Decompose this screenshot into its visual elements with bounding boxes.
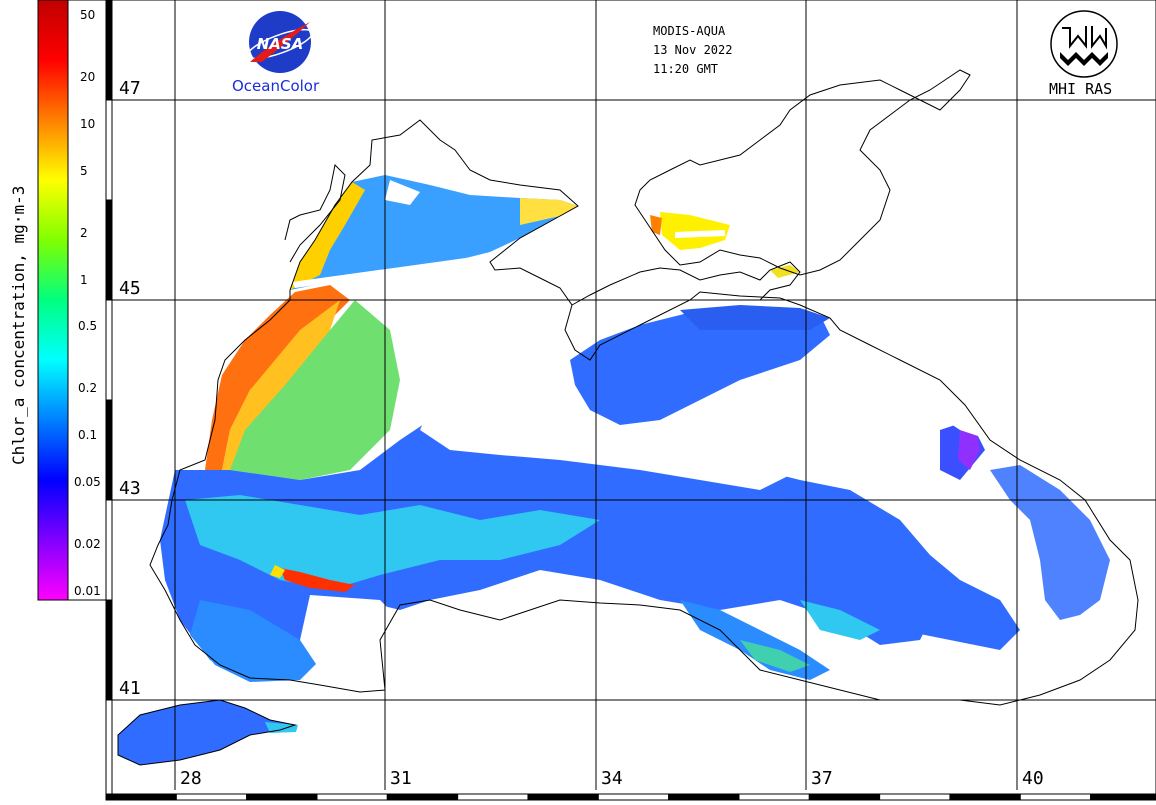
lat-label-43: 43 — [117, 478, 143, 499]
time-label: 11:20 GMT — [653, 62, 719, 76]
colorbar-tick-label: 0.5 — [78, 319, 98, 334]
bosporus-red-patch — [280, 568, 355, 592]
left-scale-segment — [105, 499, 113, 601]
left-scale-segment — [105, 399, 113, 501]
azov-coast-strip — [650, 215, 662, 235]
colorbar-tick-label: 50 — [80, 8, 96, 22]
colorbar-label-panel — [67, 0, 107, 601]
bottom-scale-segment — [1090, 793, 1156, 801]
nasa-logo-orbit — [247, 28, 313, 60]
bottom-scale-segment — [1019, 793, 1092, 801]
bottom-scale-segment — [879, 793, 951, 801]
western-basin-cyan — [185, 495, 600, 590]
left-scale-segment — [105, 99, 113, 201]
bottom-scale-segment — [527, 793, 599, 801]
colorbar-tick-label: 0.02 — [74, 537, 101, 552]
coastline-marmara — [117, 699, 297, 766]
south-coast-cyan — [740, 640, 810, 672]
bottom-scale-segment — [246, 793, 318, 801]
coastline-azov — [634, 69, 971, 276]
azov-east-strip — [770, 265, 800, 278]
cloud-south — [300, 595, 420, 690]
colorbar-title: Chlor_a concentration, mg·m-3 — [9, 185, 28, 465]
nw-coastal-band-2 — [520, 198, 578, 225]
colorbar-tick-label: 5 — [80, 163, 88, 178]
lon-label-31: 31 — [390, 768, 412, 789]
nw-shelf-field — [290, 175, 578, 290]
marmara-field — [118, 700, 295, 765]
coastline-main — [149, 119, 1139, 706]
date-label: 13 Nov 2022 — [653, 43, 733, 57]
lat-label-41: 41 — [117, 678, 143, 699]
east-dotted-field — [990, 465, 1110, 620]
left-scale-bar — [105, 0, 113, 801]
graticule — [106, 0, 1156, 790]
bottom-scale-segment — [808, 793, 881, 801]
cloud-south-2 — [470, 600, 670, 690]
bottom-scale-segment — [597, 793, 670, 801]
colorbar-tick-label: 0.2 — [78, 381, 98, 396]
azov-field — [660, 212, 730, 250]
colorbar-rect — [37, 0, 69, 601]
left-scale-segment — [105, 699, 113, 801]
crimea-south-field — [570, 310, 830, 425]
lon-label-40: 40 — [1022, 768, 1044, 789]
mhi-logo-waves — [1060, 52, 1108, 66]
colorbar-tick-label: 10 — [80, 116, 96, 131]
cloud-center — [420, 385, 800, 490]
bottom-scale-segment — [175, 793, 248, 801]
bottom-scale-segment — [949, 793, 1021, 801]
western-shelf-field — [230, 300, 400, 480]
colorbar-tick-label: 1 — [80, 272, 88, 287]
bottom-scale-bar — [105, 793, 1156, 801]
cloud-north-center — [440, 270, 570, 350]
colorbar-tick-label: 0.1 — [78, 428, 98, 443]
lon-label-37: 37 — [811, 768, 833, 789]
bottom-scale-segment — [738, 793, 810, 801]
sensor-label: MODIS-AQUA — [653, 24, 726, 38]
cloud-east — [830, 340, 990, 440]
bottom-scale-segment — [105, 793, 177, 801]
cloud-masks — [292, 180, 990, 690]
east-basin-field — [770, 490, 1020, 650]
coastline — [117, 69, 1139, 766]
lat-label-47: 47 — [117, 78, 143, 99]
bottom-scale-segment — [316, 793, 388, 801]
lat-label-45: 45 — [117, 278, 143, 299]
mhi-logo-mark — [1062, 26, 1107, 50]
cloud-azov-strip — [675, 230, 725, 238]
lon-label-28: 28 — [180, 768, 202, 789]
bosporus-yellow-patch — [270, 565, 285, 578]
colorbar-tick-label: 20 — [80, 69, 96, 84]
oceancolor-label: OceanColor — [232, 77, 320, 95]
cloud-nw — [385, 180, 420, 205]
mhi-ras-label: MHI RAS — [1049, 80, 1113, 98]
kerch-strip — [680, 305, 830, 330]
marmara-east-strip — [265, 722, 298, 733]
east-basin-cyan — [800, 600, 880, 640]
left-scale-segment — [105, 199, 113, 301]
nasa-logo-text: NASA — [256, 35, 304, 53]
south-coast-field — [680, 600, 830, 680]
nasa-logo-vector — [250, 22, 310, 62]
colorbar-tick-label: 2 — [80, 225, 88, 240]
bottom-scale-segment — [386, 793, 459, 801]
bottom-scale-segment — [668, 793, 740, 801]
colorbar-tick-label: 0.05 — [74, 475, 101, 490]
lon-label-34: 34 — [601, 768, 623, 789]
bottom-scale-segment — [457, 793, 529, 801]
left-scale-segment — [105, 0, 113, 101]
coastline-nw-lagoons — [284, 163, 346, 263]
coastline-crimea — [571, 261, 801, 306]
left-scale-segment — [105, 599, 113, 701]
sw-coastal-field — [190, 600, 320, 682]
colorbar-tick-label: 0.01 — [74, 584, 101, 598]
nw-coastal-band — [290, 182, 365, 290]
left-scale-segment — [105, 299, 113, 401]
swath-gap — [292, 256, 482, 288]
